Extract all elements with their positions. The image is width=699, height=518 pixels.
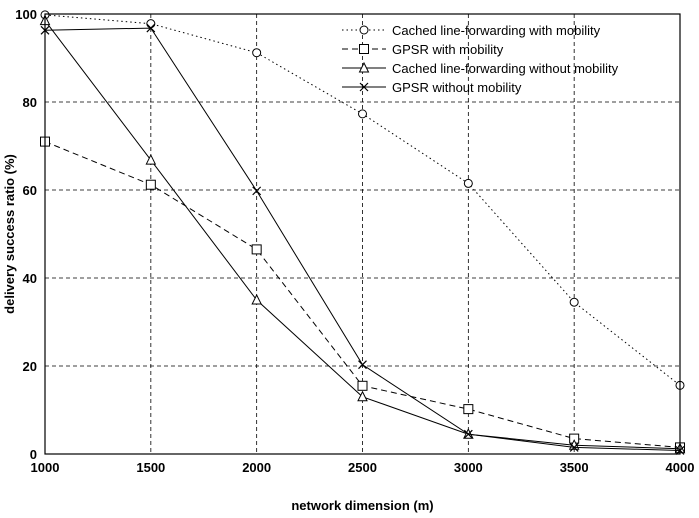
data-point-square [145,179,156,190]
legend-item: GPSR with mobility [342,42,504,57]
data-point-square [357,380,368,391]
plot-frame [44,13,681,455]
y-tick-label: 100 [15,7,37,22]
data-point-triangle [251,293,262,305]
data-point-square [251,244,262,255]
legend-item: Cached line-forwarding without mobility [342,61,619,76]
x-tick-label: 1000 [31,460,60,475]
y-tick-label: 0 [30,447,37,462]
series-group [39,10,686,455]
x-tick-label: 2500 [348,460,377,475]
x-tick-label: 2000 [242,460,271,475]
legend-item: Cached line-forwarding with mobility [342,23,601,38]
series-4 [40,23,685,455]
data-point-circle [252,48,262,58]
legend: Cached line-forwarding with mobility GPSR… [342,23,619,95]
data-point-x [569,442,579,452]
tick-labels: 1000 1500 2000 2500 3000 3500 4000 0 20 40 60 80 100 [15,7,694,475]
legend-item: GPSR without mobility [342,80,522,95]
x-tick-label: 1500 [136,460,165,475]
data-point-circle [358,109,367,119]
legend-marker-triangle [358,61,370,73]
legend-marker-square [359,44,369,54]
data-point-triangle [357,390,368,402]
y-axis-label: delivery success ratio (%) [2,154,17,314]
x-tick-label: 3500 [560,460,589,475]
legend-marker-x [359,82,369,92]
data-point-square [463,404,474,415]
data-point-circle [146,19,156,29]
data-point-x [463,429,473,439]
data-point-x [358,360,367,370]
y-tick-label: 40 [23,271,37,286]
y-tick-label: 80 [23,95,37,110]
data-point-circle [569,297,579,307]
y-tick-label: 60 [23,183,37,198]
data-point-x [146,23,156,33]
data-point-circle [463,178,473,188]
legend-label: Cached line-forwarding without mobility [392,61,619,76]
x-tick-label: 3000 [454,460,483,475]
y-tick-label: 20 [23,359,37,374]
legend-marker-circle [359,25,369,35]
x-tick-label: 4000 [666,460,695,475]
data-point-triangle [145,153,157,165]
x-axis-label: network dimension (m) [291,498,433,513]
legend-label: GPSR without mobility [392,80,522,95]
legend-label: GPSR with mobility [392,42,504,57]
data-point-x [252,186,262,196]
legend-label: Cached line-forwarding with mobility [392,23,601,38]
